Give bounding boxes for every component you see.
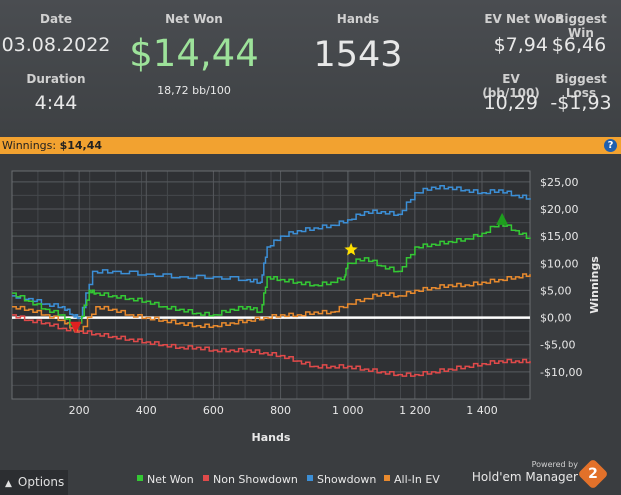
net-won-value: $14,44 <box>129 32 259 75</box>
brand-number: 2 <box>588 466 598 482</box>
date-value: 03.08.2022 <box>1 34 111 56</box>
x-tick-label: 200 <box>69 404 90 417</box>
options-label: Options <box>17 475 65 489</box>
x-tick-label: 400 <box>136 404 157 417</box>
winnings-bar: Winnings: $14,44 ? <box>0 137 621 154</box>
net-won-label: Net Won <box>165 12 223 26</box>
x-axis-label: Hands <box>252 431 291 444</box>
y-tick-label: -$5,00 <box>540 339 575 352</box>
date-label: Date <box>40 12 72 26</box>
powered-by-logo: Powered by Hold'em Manager 2 <box>472 458 610 490</box>
y-tick-label: $25,00 <box>540 176 579 189</box>
ev-bb-label: EV (bb/100) <box>482 72 540 100</box>
biggest-loss-value: -$1,93 <box>550 92 612 114</box>
brand-text: Hold'em Manager <box>471 470 578 484</box>
duration-value: 4:44 <box>34 92 78 114</box>
x-tick-label: 600 <box>203 404 224 417</box>
legend-swatch <box>384 475 390 481</box>
plot-border <box>11 170 531 400</box>
star-marker <box>344 242 358 256</box>
ev-net-won-value: $7,94 <box>493 34 548 56</box>
net-won-bb: 18,72 bb/100 <box>157 84 231 97</box>
winnings-chart: -$10,00 -$5,00 $0,00 $5,00 $10,00 $15,00 $20,0… <box>11 170 601 486</box>
y-tick-label: $5,00 <box>540 284 572 297</box>
chart-legend: Net Won Non Showdown Showdown All-In EV <box>137 473 440 486</box>
series-line-showdown <box>12 185 531 320</box>
powered-by-text: Powered by <box>531 460 578 469</box>
y-tick-label: $20,00 <box>540 203 579 216</box>
x-tick-label: 1 400 <box>466 404 498 417</box>
x-tick-label: 800 <box>270 404 291 417</box>
biggest-win-label: Biggest Win <box>555 12 607 40</box>
stats-panel: Date 03.08.2022 Duration 4:44 Net Won $1… <box>0 0 621 137</box>
legend-swatch <box>307 475 313 481</box>
legend-swatch <box>137 475 143 481</box>
legend-item[interactable]: Showdown <box>317 473 376 486</box>
ev-net-won-label: EV Net Won <box>484 12 564 26</box>
help-icon[interactable]: ? <box>604 139 617 152</box>
y-tick-label: $0,00 <box>540 312 572 325</box>
biggest-loss-label: Biggest Loss <box>555 72 607 100</box>
y-axis-label: Winnings <box>588 256 601 314</box>
series-line-non-showdown <box>12 314 531 377</box>
duration-label: Duration <box>26 72 86 86</box>
caret-up-icon: ▲ <box>5 479 12 489</box>
series-line-net-won <box>12 221 531 328</box>
ev-bb-value: 10,29 <box>483 92 538 114</box>
biggest-loss-marker <box>69 321 82 333</box>
series-line-all-in-ev <box>12 273 531 333</box>
legend-item[interactable]: Non Showdown <box>213 473 298 486</box>
legend-swatch <box>203 475 209 481</box>
biggest-win-value: $6,46 <box>551 34 607 56</box>
winnings-label: Winnings: <box>2 139 57 152</box>
y-tick-label: $15,00 <box>540 230 579 243</box>
winnings-chart-area: -$10,00 -$5,00 $0,00 $5,00 $10,00 $15,00 $20,0… <box>0 154 621 495</box>
legend-item[interactable]: Net Won <box>147 473 194 486</box>
legend-item[interactable]: All-In EV <box>394 473 440 486</box>
x-tick-label: 1 200 <box>399 404 431 417</box>
hands-value: 1543 <box>313 35 403 75</box>
y-tick-label: $10,00 <box>540 257 579 270</box>
y-tick-label: -$10,00 <box>540 366 582 379</box>
winnings-value: $14,44 <box>59 139 103 152</box>
options-button[interactable]: ▲ Options <box>0 470 68 495</box>
x-tick-label: 1 000 <box>332 404 364 417</box>
hands-label: Hands <box>336 12 380 26</box>
biggest-win-marker <box>496 212 509 225</box>
